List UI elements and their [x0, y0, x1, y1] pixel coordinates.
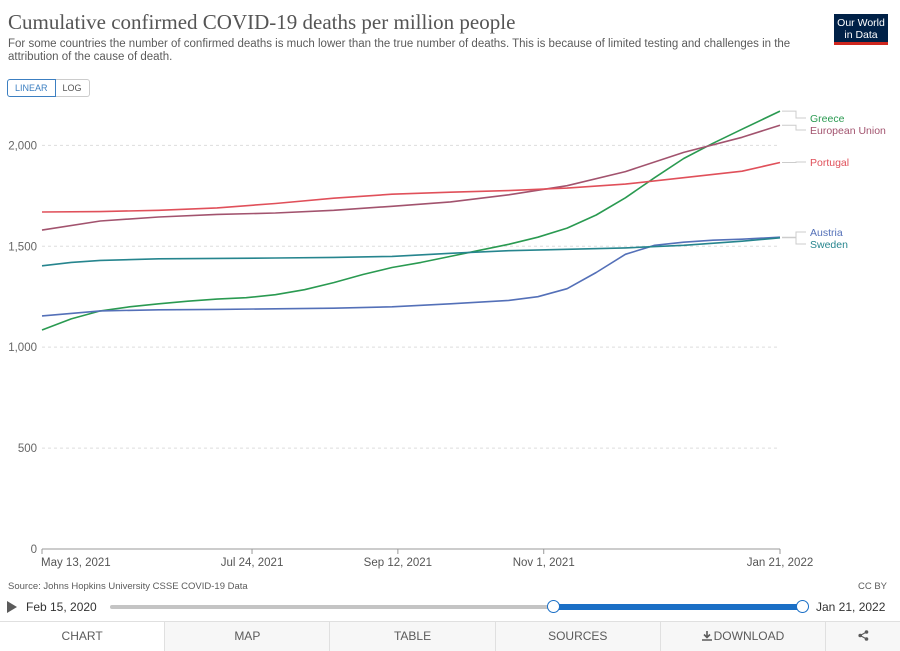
legend-label: Austria	[810, 227, 843, 239]
y-tick-label: 1,500	[8, 241, 37, 253]
tab-label: TABLE	[393, 629, 432, 643]
line-chart: 0 500 1,000 1,500 2,000 May 13, 2021 Jul 24, 2…	[8, 110, 886, 569]
x-tick-label: Nov 1, 2021	[513, 557, 575, 569]
chart-title: Cumulative confirmed COVID-19 deaths per…	[8, 10, 516, 34]
y-tick-label: 500	[18, 443, 37, 455]
series-line-sweden	[41, 237, 781, 267]
scale-toggle: LINEAR LOG	[7, 79, 90, 97]
legend-connector	[782, 124, 806, 131]
series-line-portugal	[41, 161, 781, 213]
legend-connector	[782, 237, 806, 245]
series-line-european-union	[41, 124, 781, 231]
x-tick-label: Sep 12, 2021	[364, 557, 432, 569]
tab-sources[interactable]: SOURCES	[494, 622, 660, 651]
tab-label: MAP	[234, 629, 261, 643]
tab-share[interactable]	[825, 622, 900, 651]
timeline-end-label: Jan 21, 2022	[816, 600, 886, 614]
license-label[interactable]: CC BY	[857, 581, 887, 592]
source-note[interactable]: Source: Johns Hopkins University CSSE CO…	[8, 581, 248, 592]
tab-label: SOURCES	[548, 629, 608, 643]
timeline-selected-range[interactable]	[553, 604, 802, 610]
legend-connector	[782, 110, 806, 119]
timeline-track[interactable]	[110, 605, 802, 609]
tab-download[interactable]: DOWNLOAD	[659, 622, 826, 651]
series-line-greece	[41, 110, 781, 331]
timeline-start-label: Feb 15, 2020	[26, 600, 97, 614]
x-tick-label: May 13, 2021	[41, 557, 111, 569]
legend-connector	[782, 161, 806, 163]
y-tick-label: 1,000	[8, 342, 37, 354]
timeline-start-handle[interactable]	[547, 600, 560, 613]
x-tick-label: Jul 24, 2021	[221, 557, 284, 569]
log-scale-button[interactable]: LOG	[55, 79, 90, 97]
linear-scale-button[interactable]: LINEAR	[7, 79, 56, 97]
timeline-end-handle[interactable]	[796, 600, 809, 613]
chart-subtitle: For some countries the number of confirm…	[8, 38, 791, 63]
legend-label: European Union	[810, 125, 886, 137]
legend-label: Greece	[810, 113, 845, 125]
download-icon	[701, 631, 712, 641]
y-tick-label: 2,000	[8, 140, 37, 152]
legend-label: Sweden	[810, 239, 848, 251]
y-tick-label: 0	[31, 544, 37, 556]
share-icon	[857, 630, 868, 641]
tab-label: DOWNLOAD	[713, 629, 785, 643]
tab-chart[interactable]: CHART	[0, 622, 165, 651]
owid-logo[interactable]: Our World in Data	[834, 14, 888, 45]
legend-label: Portugal	[810, 157, 849, 169]
play-icon[interactable]	[7, 601, 17, 613]
x-tick-label: Jan 21, 2022	[747, 557, 814, 569]
series-line-austria	[41, 236, 781, 317]
tab-map[interactable]: MAP	[164, 622, 330, 651]
tab-label: CHART	[61, 629, 103, 643]
legend-connector	[782, 231, 806, 238]
bottom-tab-bar: CHART MAP TABLE SOURCES DOWNLOAD	[0, 621, 900, 651]
tab-table[interactable]: TABLE	[329, 622, 495, 651]
